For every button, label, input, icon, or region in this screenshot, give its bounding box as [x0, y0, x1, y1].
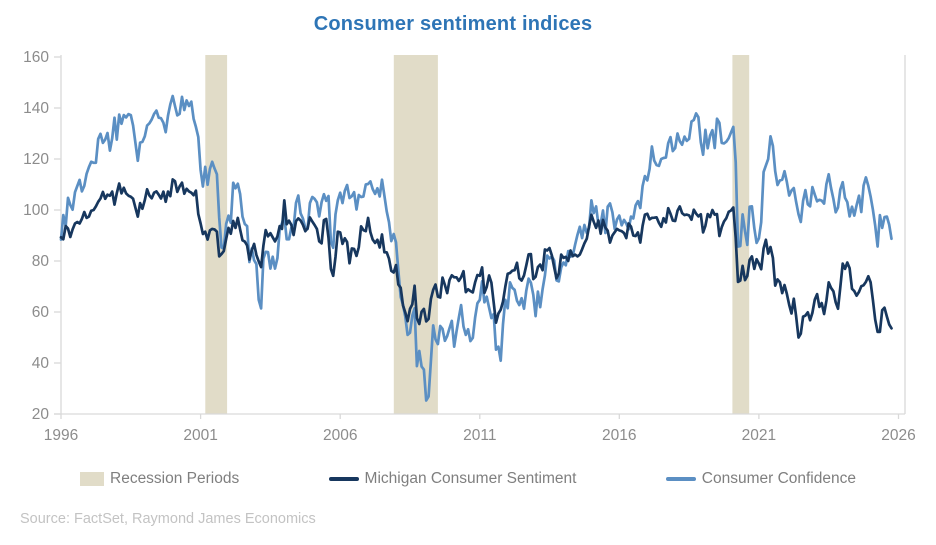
legend-label-recession: Recession Periods — [110, 470, 240, 487]
recession-band-swatch — [80, 472, 104, 486]
michigan-line-swatch — [328, 476, 359, 482]
y-tick-label: 160 — [23, 49, 49, 66]
y-tick-label: 100 — [23, 202, 49, 219]
chart-title: Consumer sentiment indices — [313, 13, 593, 35]
x-tick-label: 2016 — [602, 427, 636, 444]
x-tick-label: 1996 — [44, 427, 78, 444]
y-tick-label: 140 — [23, 100, 49, 117]
y-tick-label: 40 — [32, 355, 50, 372]
legend-item-michigan: Michigan Consumer Sentiment — [328, 470, 577, 488]
x-tick-label: 2021 — [742, 427, 776, 444]
legend-label-confidence: Consumer Confidence — [701, 470, 856, 487]
source-note: Source: FactSet, Raymond James Economics — [20, 511, 316, 527]
x-tick-label: 2011 — [463, 427, 496, 444]
legend-item-confidence: Consumer Confidence — [665, 470, 856, 488]
x-tick-label: 2001 — [183, 427, 217, 444]
michigan-sentiment-line — [59, 178, 893, 339]
consumer-confidence-line — [59, 94, 893, 402]
y-tick-label: 20 — [32, 406, 50, 423]
y-tick-label: 60 — [32, 304, 50, 321]
legend-label-michigan: Michigan Consumer Sentiment — [364, 470, 577, 487]
confidence-line-swatch — [665, 476, 696, 482]
y-tick-label: 80 — [32, 253, 50, 270]
x-tick-label: 2006 — [323, 427, 357, 444]
chart-legend: Recession Periods Michigan Consumer Sent… — [0, 466, 936, 492]
legend-item-recession: Recession Periods — [80, 470, 239, 488]
x-tick-label: 2026 — [881, 427, 915, 444]
y-tick-label: 120 — [23, 151, 49, 168]
